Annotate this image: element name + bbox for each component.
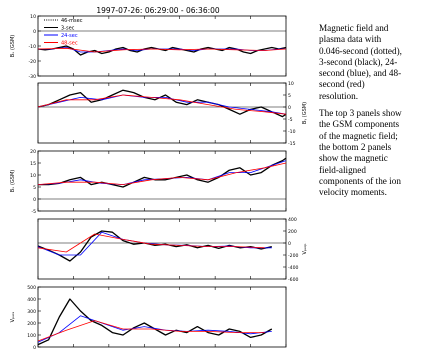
legend-label: 48-sec [61, 41, 78, 47]
panel-bz: 20 15 10 5 0 -5 Bₓ (GSM) [10, 149, 287, 215]
chart-title: 1997-07-26: 06:29:00 - 06:36:00 [96, 6, 220, 15]
panel-bx: 10 0 -10 -20 -30 Bₓ (GSM) [10, 14, 287, 80]
y-tick-label: 5 [33, 185, 36, 191]
panel-frame [37, 286, 287, 348]
series-line-3-sec [37, 45, 287, 56]
y-axis-label: Vₚₑᵣₚ [302, 243, 308, 254]
panel-frame [37, 150, 287, 212]
panel-frame [37, 218, 287, 280]
series-line-24-sec [37, 94, 287, 115]
caption-line: velocity moments. [319, 187, 387, 198]
series-line-3-sec [37, 89, 287, 118]
y-tick-label: 5 [288, 93, 291, 99]
y-tick-label: -600 [288, 277, 299, 283]
caption-line: show the magnetic [319, 153, 388, 164]
y-tick-label: 400 [288, 217, 297, 223]
legend-label: 24-sec [61, 33, 78, 39]
y-tick-label: -200 [288, 253, 299, 259]
y-tick-label: 300 [27, 309, 36, 315]
series-line-48-sec [37, 233, 265, 253]
y-tick-label: -30 [28, 74, 36, 80]
caption-line: 3-second (black), 24- [319, 56, 398, 67]
caption-paragraph-2: The top 3 panels show the GSM components… [319, 108, 434, 198]
y-tick-label: -5 [288, 117, 293, 123]
caption-line: of the magnetic field; [319, 130, 398, 141]
series-line-48-sec [37, 94, 287, 115]
caption-line: Magnetic field and [319, 23, 389, 33]
series-line-48-sec [37, 162, 287, 186]
caption-line: second (blue), and 48- [319, 68, 402, 79]
y-tick-label: 10 [30, 173, 36, 179]
panel-frame [37, 82, 287, 144]
caption-line: components of the ion [319, 175, 401, 186]
y-tick-label: 10 [288, 81, 294, 87]
caption-paragraph-1: Magnetic field and plasma data with 0.04… [319, 23, 434, 102]
y-tick-label: -10 [288, 129, 296, 135]
y-tick-label: 0 [33, 29, 36, 35]
y-tick-label: 400 [27, 297, 36, 303]
y-tick-label: 15 [30, 161, 36, 167]
series-line-24-sec [37, 315, 272, 343]
y-tick-label: 0 [33, 197, 36, 203]
y-tick-label: 0 [288, 105, 291, 111]
y-tick-label: -400 [288, 265, 299, 271]
y-tick-label: 0 [33, 345, 36, 351]
caption-line: 0.046-second (dotted), [319, 45, 402, 56]
y-tick-label: -20 [28, 59, 36, 65]
legend-label: 46-msec [61, 18, 83, 24]
y-tick-label: -10 [28, 44, 36, 50]
caption-line: plasma data with [319, 34, 382, 45]
series-line-24-sec [37, 160, 287, 186]
y-axis-label: Vₚₐᵣₐ [10, 312, 16, 323]
series-line-48-sec [37, 47, 287, 53]
figure-caption: Magnetic field and plasma data with 0.04… [319, 23, 434, 269]
y-tick-label: -15 [288, 141, 296, 147]
caption-line: resolution. [319, 90, 359, 101]
caption-line: second (red) [319, 79, 365, 90]
caption-line: The top 3 panels show [319, 108, 402, 119]
series-line-48-sec [37, 320, 265, 342]
series-line-3-sec [37, 230, 272, 262]
panel-vperp: 400 200 0 -200 -400 -600 Vₚₑᵣₚ [37, 217, 308, 283]
panel-by: 10 5 0 -5 -10 -15 Bᵧ (GSM) [37, 81, 308, 147]
caption-line: the GSM components [319, 119, 400, 130]
y-axis-label: Bᵧ (GSM) [302, 102, 308, 124]
legend-label: 3-sec [61, 26, 75, 32]
series-line-3-sec [38, 157, 287, 188]
panel-vpara: 500 400 300 200 100 0 Vₚₐᵣₐ [10, 285, 287, 351]
y-tick-label: -5 [31, 209, 36, 215]
caption-line: field-aligned [319, 164, 366, 175]
y-tick-label: 200 [288, 229, 297, 235]
series-line-24-sec [37, 231, 272, 256]
y-tick-label: 0 [288, 241, 291, 247]
y-tick-label: 100 [27, 333, 36, 339]
caption-line: the bottom 2 panels [319, 141, 392, 152]
y-tick-label: 10 [30, 14, 36, 20]
y-axis-label: Bₓ (GSM) [10, 170, 16, 193]
y-axis-label: Bₓ (GSM) [10, 35, 16, 58]
y-tick-label: 500 [27, 285, 36, 291]
y-tick-label: 200 [27, 321, 36, 327]
y-tick-label: 20 [30, 149, 36, 155]
